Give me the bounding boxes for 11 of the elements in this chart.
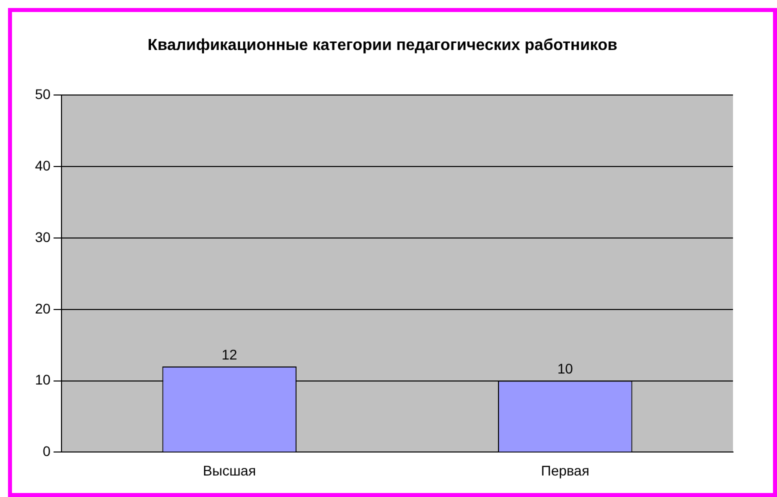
x-tick-label: Высшая: [202, 462, 256, 478]
y-tick-label: 10: [34, 372, 51, 388]
y-tick-label: 40: [34, 157, 51, 174]
y-tick-label: 0: [42, 443, 51, 460]
data-label: 10: [557, 360, 574, 377]
data-label: 12: [222, 346, 238, 362]
y-tick-label: 20: [34, 300, 51, 316]
y-tick-label: 30: [34, 228, 51, 245]
x-tick-label: Первая: [540, 462, 590, 478]
chart-title: Квалификационные категории педагогических работников: [148, 37, 618, 54]
y-tick-label: 50: [34, 86, 51, 102]
